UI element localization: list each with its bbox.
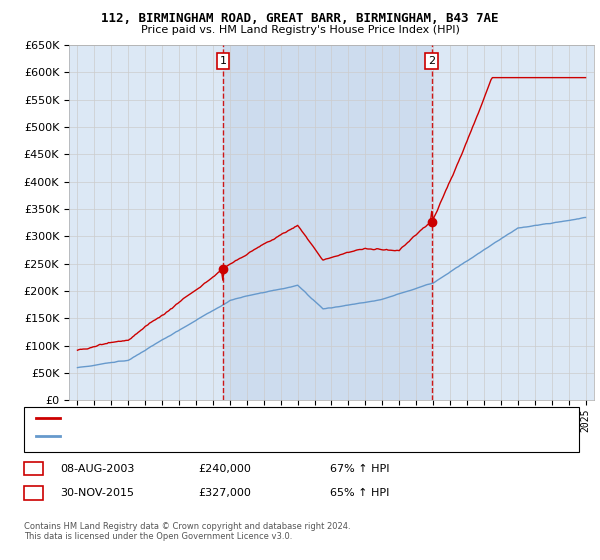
Bar	[223, 45, 432, 400]
Text: 2: 2	[428, 56, 435, 66]
Text: 112, BIRMINGHAM ROAD, GREAT BARR, BIRMINGHAM, B43 7AE (detached house): 112, BIRMINGHAM ROAD, GREAT BARR, BIRMIN…	[66, 413, 464, 423]
Text: 1: 1	[220, 56, 227, 66]
Text: HPI: Average price, detached house, Sandwell: HPI: Average price, detached house, Sand…	[66, 431, 291, 441]
Text: £240,000: £240,000	[198, 464, 251, 474]
Text: 2: 2	[30, 488, 37, 498]
Text: Contains HM Land Registry data © Crown copyright and database right 2024.
This d: Contains HM Land Registry data © Crown c…	[24, 522, 350, 542]
Text: £327,000: £327,000	[198, 488, 251, 498]
Text: Price paid vs. HM Land Registry's House Price Index (HPI): Price paid vs. HM Land Registry's House …	[140, 25, 460, 35]
Text: 65% ↑ HPI: 65% ↑ HPI	[330, 488, 389, 498]
Text: 30-NOV-2015: 30-NOV-2015	[60, 488, 134, 498]
Text: 08-AUG-2003: 08-AUG-2003	[60, 464, 134, 474]
Text: 1: 1	[30, 464, 37, 474]
Text: 112, BIRMINGHAM ROAD, GREAT BARR, BIRMINGHAM, B43 7AE: 112, BIRMINGHAM ROAD, GREAT BARR, BIRMIN…	[101, 12, 499, 25]
Text: 67% ↑ HPI: 67% ↑ HPI	[330, 464, 389, 474]
